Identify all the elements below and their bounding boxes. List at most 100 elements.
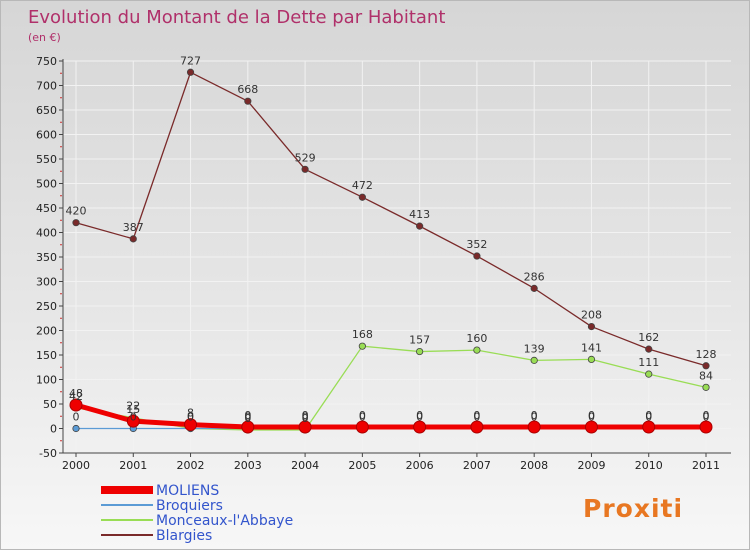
- x-tick-label: 2010: [635, 459, 663, 472]
- data-label: 139: [524, 342, 545, 355]
- data-label: 0: [359, 411, 366, 424]
- legend-label: MOLIENS: [156, 483, 219, 499]
- data-label: 48: [69, 387, 83, 400]
- data-point: [470, 420, 484, 434]
- y-tick-label: 100: [36, 374, 57, 387]
- x-tick-label: 2002: [177, 459, 205, 472]
- data-label: 0: [359, 409, 366, 422]
- data-point: [699, 420, 713, 434]
- data-point: [587, 322, 596, 331]
- data-point: [527, 420, 541, 434]
- data-label: 0: [416, 409, 423, 422]
- data-point: [72, 219, 80, 227]
- data-point: [530, 356, 538, 364]
- data-label: 0: [645, 411, 652, 424]
- chart-title: Evolution du Montant de la Dette par Hab…: [28, 7, 445, 28]
- data-label: 162: [638, 331, 659, 344]
- data-point: [702, 383, 710, 391]
- x-tick-label: 2001: [119, 459, 147, 472]
- chart-subtitle: (en €): [28, 31, 61, 44]
- x-tick-label: 2005: [348, 459, 376, 472]
- data-point: [244, 97, 252, 105]
- axes: [59, 59, 731, 457]
- y-tick-labels: 7507006506005505004504003503002502001501…: [36, 55, 57, 460]
- y-tick-label: 50: [43, 398, 57, 411]
- data-label: 8: [187, 407, 194, 420]
- data-label: 472: [352, 179, 373, 192]
- y-tick-label: 700: [36, 80, 57, 93]
- data-point: [186, 68, 195, 76]
- data-label: 420: [66, 205, 87, 218]
- y-tick-label: 300: [36, 276, 57, 289]
- data-label: 0: [703, 411, 710, 424]
- data-point: [126, 414, 140, 428]
- data-label: 0: [588, 409, 595, 422]
- y-tick-label: 500: [36, 178, 57, 191]
- data-point: [298, 420, 312, 434]
- data-point: [530, 284, 538, 292]
- data-label: 208: [581, 309, 602, 322]
- x-tick-label: 2006: [406, 459, 434, 472]
- data-label: 160: [466, 332, 487, 345]
- data-label: 0: [244, 411, 251, 424]
- data-label: 0: [187, 411, 194, 424]
- legend-label: Monceaux-l'Abbaye: [156, 513, 293, 529]
- proxiti-logo: Proxiti: [583, 494, 683, 523]
- x-tick-label: 2004: [291, 459, 319, 472]
- data-point: [416, 347, 424, 356]
- data-point: [416, 222, 424, 230]
- y-tick-label: 750: [36, 55, 57, 68]
- data-label: 0: [645, 409, 652, 422]
- y-tick-label: 250: [36, 300, 57, 313]
- data-label: 0: [244, 412, 251, 425]
- y-tick-label: -50: [39, 447, 57, 460]
- data-point: [72, 424, 80, 433]
- data-point: [413, 420, 427, 434]
- data-label: 413: [409, 208, 430, 221]
- series-line-moliens: [73, 402, 709, 430]
- y-tick-label: 150: [36, 349, 57, 362]
- data-label: 0: [130, 411, 137, 424]
- data-label: 84: [699, 369, 713, 382]
- data-label: 0: [302, 412, 309, 425]
- data-label: 668: [237, 83, 258, 96]
- data-label: 0: [531, 409, 538, 422]
- data-label: 141: [581, 341, 602, 354]
- data-point: [702, 362, 710, 370]
- data-label: 286: [524, 270, 545, 283]
- data-label: 352: [466, 238, 487, 251]
- data-point: [358, 193, 366, 201]
- y-tick-label: 550: [36, 153, 57, 166]
- data-label: 0: [244, 409, 251, 422]
- data-label: 111: [638, 356, 659, 369]
- legend-label: Blargies: [156, 528, 212, 544]
- data-label: 0: [588, 411, 595, 424]
- data-label: 22: [126, 400, 140, 413]
- data-label: 168: [352, 328, 373, 341]
- data-label: 0: [302, 411, 309, 424]
- x-tick-label: 2000: [62, 459, 90, 472]
- x-tick-label: 2007: [463, 459, 491, 472]
- y-tick-label: 0: [50, 423, 57, 436]
- data-label: 128: [696, 348, 717, 361]
- data-label: 157: [409, 334, 430, 347]
- x-tick-labels: 2000 2001 2002 2003 2004 2005 2006 2007 2008 2009…: [62, 459, 720, 472]
- data-point: [584, 420, 598, 434]
- data-point: [642, 420, 656, 434]
- data-point: [587, 355, 596, 364]
- data-label: 0: [73, 411, 80, 424]
- data-point: [69, 398, 83, 412]
- data-label: 529: [295, 151, 316, 164]
- data-label: 727: [180, 54, 201, 67]
- data-label: 15: [126, 403, 140, 416]
- data-point: [645, 370, 653, 378]
- y-tick-label: 600: [36, 129, 57, 142]
- data-labels: 420 387 727 668 529 472 413 352 286 208 162 128 42 22…: [66, 54, 717, 425]
- logo-text: Proxiti: [583, 494, 683, 523]
- y-tick-label: 200: [36, 325, 57, 338]
- data-label: 0: [531, 411, 538, 424]
- data-label: 0: [473, 411, 480, 424]
- data-point: [184, 418, 198, 432]
